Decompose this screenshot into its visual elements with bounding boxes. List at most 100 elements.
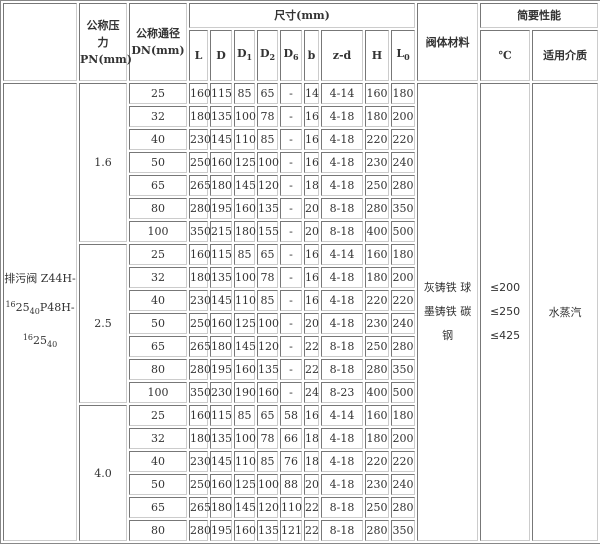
dimension-cell: 16	[304, 290, 319, 311]
dimension-cell: -	[280, 244, 302, 265]
dim-col-header: H	[365, 30, 389, 81]
dimension-cell: 160	[365, 244, 389, 265]
dimension-cell: 250	[189, 313, 211, 334]
dimension-cell: 8-18	[321, 221, 363, 242]
dimension-cell: 100	[234, 267, 256, 288]
material-header: 阀体材料	[417, 3, 479, 81]
dimension-cell: 4-18	[321, 313, 363, 334]
table-row: 40 230 145 110 85 76 18 4-18 220 220	[3, 451, 598, 472]
table-row: 65 265 180 145 120-22 8-18 250 280	[3, 336, 598, 357]
dimension-cell: 85	[257, 290, 278, 311]
dimension-cell: 76	[280, 451, 302, 472]
pressure-header: 公称压力 PN(mm)	[79, 3, 132, 81]
dimension-cell: 350	[391, 198, 416, 219]
dimension-cell: 14	[304, 83, 319, 104]
dimension-cell: 280	[189, 359, 211, 380]
dimension-cell: -	[280, 290, 302, 311]
dimension-cell: 195	[210, 198, 232, 219]
dimension-cell: 125	[234, 474, 256, 495]
dimension-cell: 85	[257, 129, 278, 150]
dim-col-header: D	[210, 30, 232, 81]
dimension-cell: 220	[391, 451, 416, 472]
dimension-cell: 4-18	[321, 474, 363, 495]
dimension-cell: 135	[210, 267, 232, 288]
dimension-cell: 250	[189, 474, 211, 495]
dimension-cell: 120	[257, 175, 279, 196]
dimension-cell: 180	[391, 244, 416, 265]
dimension-cell: 195	[210, 520, 232, 541]
dimension-cell: 145	[210, 290, 232, 311]
dimension-cell: 230	[365, 152, 389, 173]
diameter-cell: 25	[129, 83, 187, 104]
table-row: 100 350 230 190 160-24 8-23 400 500	[3, 382, 598, 403]
dimension-cell: 100	[257, 313, 279, 334]
dimension-cell: 4-14	[321, 244, 363, 265]
dimension-cell: 100	[234, 428, 256, 449]
dimension-cell: 400	[365, 382, 389, 403]
dimension-cell: 230	[210, 382, 232, 403]
dimension-cell: 4-18	[321, 129, 363, 150]
dimension-cell: 22	[304, 520, 319, 541]
dimension-cell: 190	[234, 382, 256, 403]
dimension-cell: 22	[304, 336, 319, 357]
dimension-cell: -	[280, 267, 302, 288]
medium-header: 适用介质	[532, 30, 599, 81]
dimension-cell: -	[280, 359, 302, 380]
dimension-cell: 121	[280, 520, 302, 541]
dimension-cell: 180	[189, 267, 211, 288]
dimension-cell: 8-18	[321, 497, 363, 518]
dimension-cell: 400	[365, 221, 389, 242]
dimension-cell: 280	[365, 359, 389, 380]
dimension-cell: 20	[304, 313, 319, 334]
dimension-cell: 4-18	[321, 428, 363, 449]
dimension-cell: 22	[304, 359, 319, 380]
dimension-cell: 8-18	[321, 359, 363, 380]
dimension-cell: 240	[391, 152, 416, 173]
dimension-cell: 4-14	[321, 83, 363, 104]
dimension-cell: 100	[257, 152, 279, 173]
diameter-cell: 100	[129, 382, 187, 403]
dimension-cell: 145	[210, 451, 232, 472]
dim-col-header: L0	[391, 30, 416, 81]
dimension-cell: -	[280, 175, 302, 196]
pressure-cell: 2.5	[79, 244, 127, 403]
dimension-cell: 4-18	[321, 451, 363, 472]
dimension-cell: 180	[365, 106, 389, 127]
pressure-cell: 4.0	[79, 405, 127, 541]
dimension-cell: 110	[234, 451, 256, 472]
temperature-cell: ≤200 ≤250 ≤425	[480, 83, 531, 541]
material-cell: 灰铸铁 球墨铸铁 碳钢	[417, 83, 479, 541]
dimension-cell: 85	[234, 244, 255, 265]
dim-col-header: D1	[234, 30, 255, 81]
diameter-cell: 65	[129, 497, 187, 518]
dim-col-header: b	[304, 30, 319, 81]
dimension-cell: 85	[234, 83, 255, 104]
dimension-cell: 280	[189, 520, 211, 541]
dimension-cell: 135	[210, 428, 232, 449]
diameter-cell: 40	[129, 290, 187, 311]
dimension-cell: 160	[189, 405, 211, 426]
diameter-cell: 50	[129, 152, 187, 173]
dimension-cell: -	[280, 198, 302, 219]
dimension-cell: 78	[257, 106, 278, 127]
dimension-cell: 4-18	[321, 152, 363, 173]
dimension-cell: 280	[365, 198, 389, 219]
dimension-cell: 160	[365, 83, 389, 104]
dim-col-header: L	[189, 30, 208, 81]
dimension-cell: 180	[189, 106, 211, 127]
dimension-cell: 280	[391, 336, 416, 357]
dimension-cell: 16	[304, 244, 319, 265]
dimension-cell: 115	[210, 405, 232, 426]
table-row: 80 280 195 160 135-22 8-18 280 350	[3, 359, 598, 380]
dimension-cell: 180	[391, 83, 416, 104]
dimension-cell: 350	[189, 221, 211, 242]
diameter-cell: 80	[129, 520, 187, 541]
dimension-cell: 88	[280, 474, 302, 495]
dimension-cell: 66	[280, 428, 302, 449]
dimension-cell: 280	[365, 520, 389, 541]
dimension-cell: 155	[257, 221, 279, 242]
dimension-cell: 265	[189, 497, 211, 518]
dimension-cell: 135	[257, 198, 279, 219]
dimensions-header: 尺寸(mm)	[189, 3, 416, 28]
dimension-cell: 100	[257, 474, 279, 495]
